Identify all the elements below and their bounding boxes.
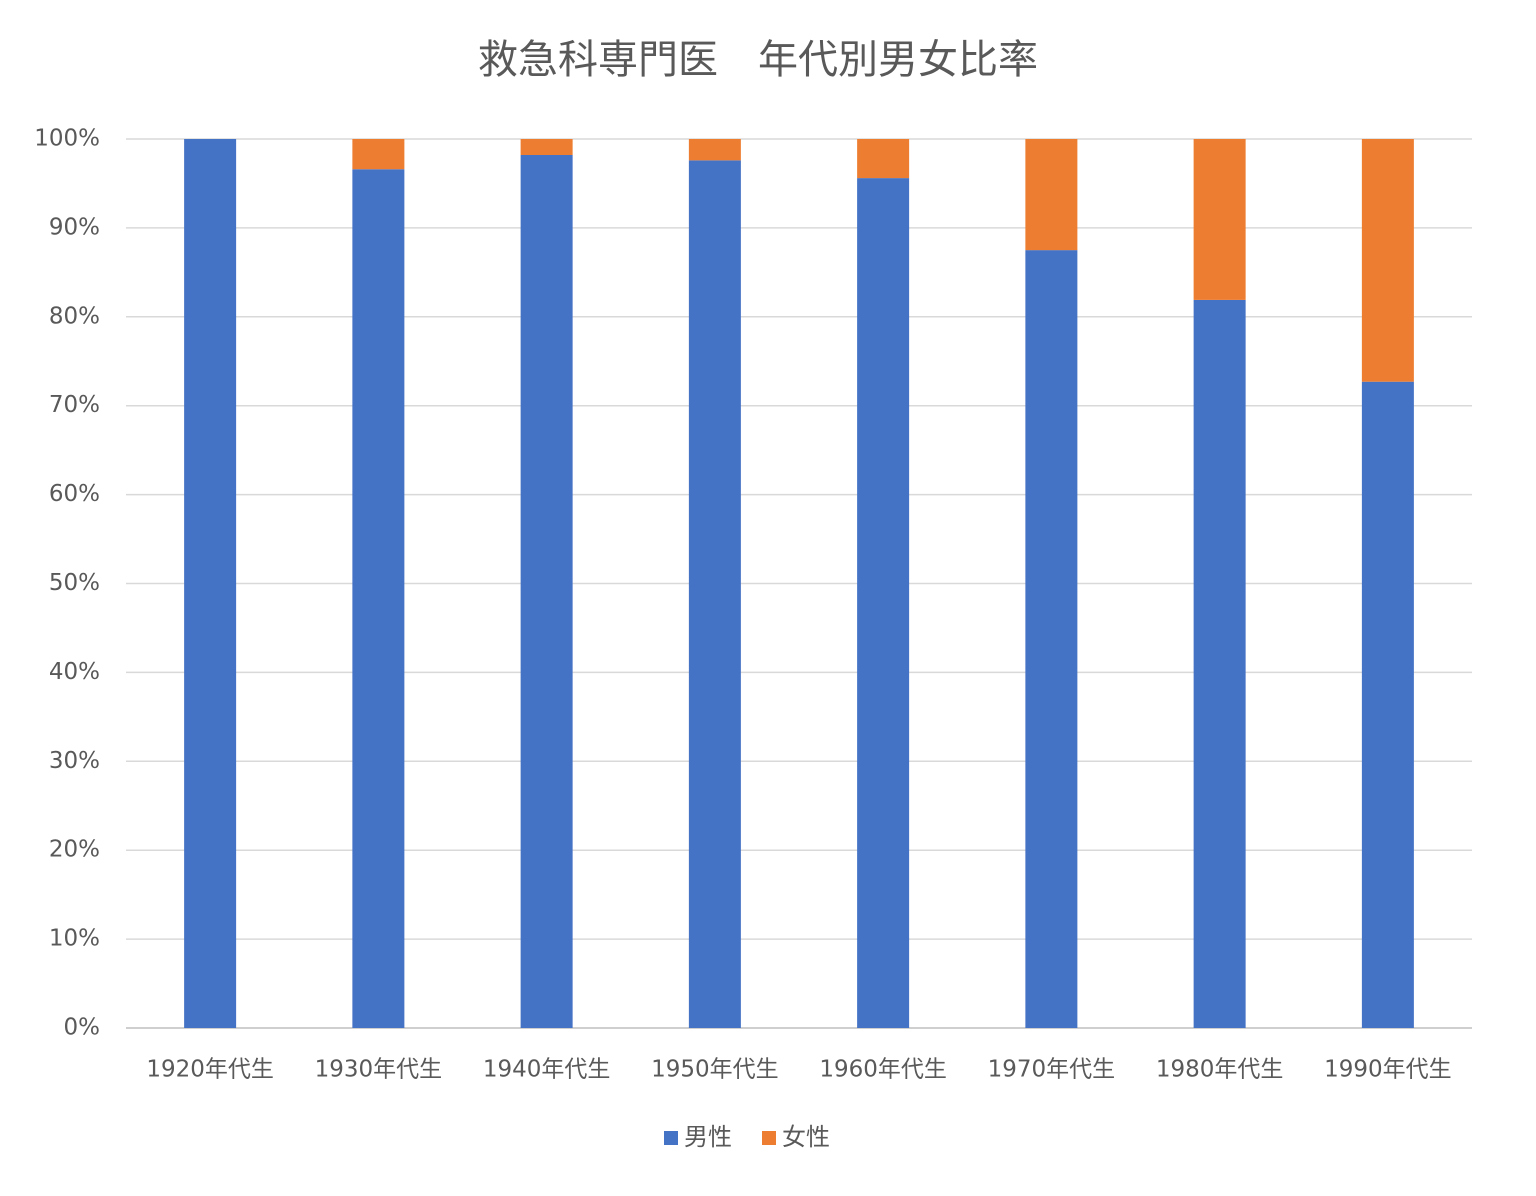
bar-segment: [1193, 299, 1246, 1028]
x-tick-label: 1950年代生: [651, 1057, 779, 1083]
legend-swatch: [762, 1131, 776, 1145]
y-tick-label: 70%: [49, 392, 100, 418]
y-tick-label: 30%: [49, 748, 100, 774]
y-tick-label: 50%: [49, 570, 100, 596]
y-tick-label: 20%: [49, 837, 100, 863]
y-tick-label: 80%: [49, 303, 100, 329]
bar-segment: [352, 139, 405, 170]
bar-segment: [688, 139, 741, 161]
x-tick-label: 1930年代生: [315, 1057, 443, 1083]
legend-label: 女性: [782, 1123, 830, 1151]
bar-segment: [688, 160, 741, 1028]
x-tick-label: 1940年代生: [483, 1057, 611, 1083]
x-tick-label: 1980年代生: [1156, 1057, 1284, 1083]
y-tick-label: 90%: [49, 214, 100, 240]
bar-segment: [857, 178, 910, 1029]
bar-segment: [520, 155, 573, 1028]
bar-segment: [1193, 139, 1246, 300]
bar-segment: [1025, 250, 1078, 1028]
chart-title: 救急科専門医 年代別男女比率: [478, 37, 1038, 83]
bar-segment: [1025, 139, 1078, 251]
x-tick-label: 1970年代生: [988, 1057, 1116, 1083]
bar-segment: [857, 139, 910, 179]
bar-segment: [1361, 381, 1414, 1028]
x-tick-label: 1960年代生: [819, 1057, 947, 1083]
x-tick-label: 1920年代生: [146, 1057, 274, 1083]
y-tick-label: 10%: [49, 926, 100, 952]
legend-label: 男性: [684, 1123, 732, 1151]
legend-swatch: [664, 1131, 678, 1145]
y-tick-label: 40%: [49, 659, 100, 685]
y-tick-label: 100%: [34, 126, 100, 152]
y-tick-label: 0%: [64, 1015, 101, 1041]
bar-segment: [352, 169, 405, 1028]
y-tick-label: 60%: [49, 481, 100, 507]
bar-segment: [1361, 139, 1414, 382]
bar-segment: [184, 139, 237, 1028]
bar-segment: [520, 139, 573, 156]
x-tick-label: 1990年代生: [1324, 1057, 1452, 1083]
